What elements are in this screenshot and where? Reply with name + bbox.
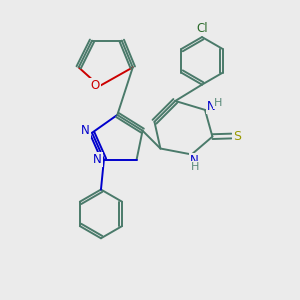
Text: Cl: Cl — [196, 22, 208, 35]
Text: O: O — [90, 79, 100, 92]
Text: N: N — [81, 124, 90, 137]
Text: N: N — [93, 153, 102, 166]
Text: H: H — [214, 98, 223, 108]
Text: H: H — [190, 162, 199, 172]
Text: N: N — [190, 154, 199, 167]
Text: S: S — [233, 130, 241, 142]
Text: N: N — [207, 100, 216, 113]
